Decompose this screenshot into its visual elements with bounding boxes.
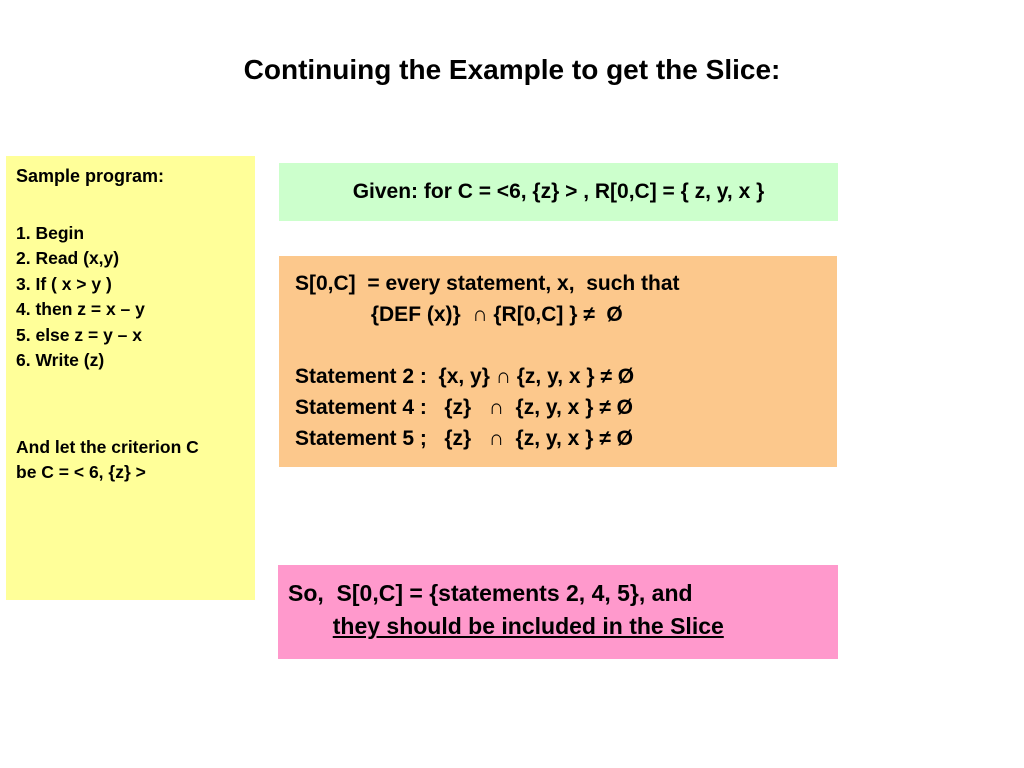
- given-panel: Given: for C = <6, {z} > , R[0,C] = { z,…: [279, 163, 838, 221]
- mid-line-5: Statement 5 ; {z} ∩ {z, y, x } ≠ Ø: [295, 423, 821, 454]
- slide-title: Continuing the Example to get the Slice:: [0, 54, 1024, 86]
- sample-program-panel: Sample program: 1. Begin 2. Read (x,y) 3…: [6, 156, 255, 600]
- derivation-panel: S[0,C] = every statement, x, such that {…: [279, 256, 837, 467]
- mid-blank: [295, 330, 821, 361]
- code-line-5: 5. else z = y – x: [16, 323, 245, 348]
- bottom-line-2: they should be included in the Slice: [288, 610, 830, 643]
- bottom-line-1: So, S[0,C] = {statements 2, 4, 5}, and: [288, 577, 830, 610]
- code-line-1: 1. Begin: [16, 221, 245, 246]
- bottom-line-2-prefix: [288, 613, 333, 639]
- criterion-text: And let the criterion C be C = < 6, {z} …: [16, 435, 245, 484]
- sample-heading: Sample program:: [16, 166, 245, 187]
- mid-line-3: Statement 2 : {x, y} ∩ {z, y, x } ≠ Ø: [295, 361, 821, 392]
- criterion-line-1: And let the criterion C: [16, 435, 245, 460]
- mid-line-2: {DEF (x)} ∩ {R[0,C] } ≠ Ø: [295, 299, 821, 330]
- criterion-line-2: be C = < 6, {z} >: [16, 460, 245, 485]
- bottom-line-2-underlined: they should be included in the Slice: [333, 613, 724, 639]
- sample-code: 1. Begin 2. Read (x,y) 3. If ( x > y ) 4…: [16, 221, 245, 373]
- code-line-4: 4. then z = x – y: [16, 297, 245, 322]
- mid-line-1: S[0,C] = every statement, x, such that: [295, 268, 821, 299]
- mid-line-4: Statement 4 : {z} ∩ {z, y, x } ≠ Ø: [295, 392, 821, 423]
- code-line-2: 2. Read (x,y): [16, 246, 245, 271]
- code-line-3: 3. If ( x > y ): [16, 272, 245, 297]
- conclusion-panel: So, S[0,C] = {statements 2, 4, 5}, and t…: [278, 565, 838, 659]
- code-line-6: 6. Write (z): [16, 348, 245, 373]
- given-text: Given: for C = <6, {z} > , R[0,C] = { z,…: [353, 180, 765, 204]
